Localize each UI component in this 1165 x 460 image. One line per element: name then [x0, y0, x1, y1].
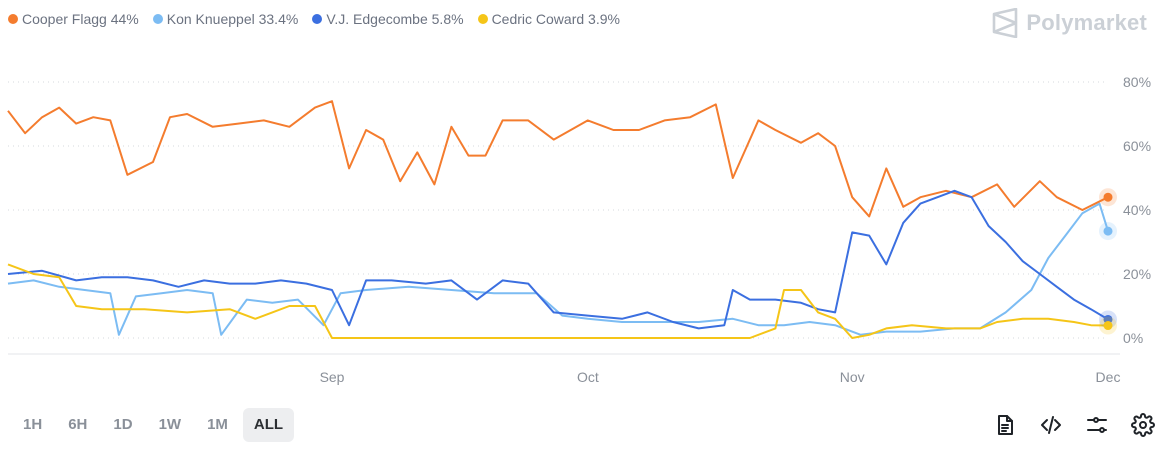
legend-dot-icon [152, 14, 163, 24]
range-button-1m[interactable]: 1M [207, 416, 228, 433]
brand: Polymarket [992, 8, 1147, 38]
series-line-v-j-edgecombe [7, 189, 1109, 330]
legend-item: Cedric Coward 3.9% [477, 11, 620, 27]
price-chart[interactable]: 0% 20% 40% 60% 80% Sep Oct Nov Dec [0, 60, 1165, 400]
x-tick-label: Dec [1096, 369, 1121, 385]
gear-icon[interactable] [1131, 413, 1155, 437]
series-end-marker [1103, 192, 1113, 202]
sliders-icon[interactable] [1085, 413, 1109, 437]
series-end-marker [1103, 321, 1113, 331]
range-button-all[interactable]: ALL [242, 408, 295, 442]
x-tick-label: Sep [320, 369, 345, 385]
range-button-1d[interactable]: 1D [113, 416, 133, 433]
series-line-cooper-flagg [7, 100, 1109, 218]
series-line-cedric-coward [7, 263, 1109, 339]
chart-toolbar [993, 413, 1155, 437]
code-embed-icon[interactable] [1039, 413, 1063, 437]
series-end-marker [1103, 226, 1113, 236]
y-tick-label: 20% [1123, 266, 1151, 282]
document-icon[interactable] [993, 413, 1017, 437]
legend-label: V.J. Edgecombe 5.8% [326, 11, 464, 27]
y-tick-label: 80% [1123, 74, 1151, 90]
x-tick-label: Nov [840, 369, 865, 385]
range-button-6h[interactable]: 6H [68, 416, 88, 433]
y-tick-label: 0% [1123, 330, 1143, 346]
series-line-kon-knueppel [7, 202, 1109, 336]
polymarket-logo-icon [993, 8, 1018, 38]
legend-label: Cedric Coward 3.9% [491, 11, 620, 27]
legend-item: Kon Knueppel 33.4% [152, 11, 299, 27]
time-range-selector: 1H 6H 1D 1W 1M ALL [12, 408, 295, 442]
legend-dot-icon [477, 14, 488, 24]
brand-name: Polymarket [1026, 10, 1147, 35]
legend-item: V.J. Edgecombe 5.8% [312, 11, 464, 27]
legend-item: Cooper Flagg 44% [8, 11, 139, 27]
y-tick-label: 40% [1123, 202, 1151, 218]
legend-dot-icon [312, 14, 323, 24]
x-tick-label: Oct [577, 369, 599, 385]
y-tick-label: 60% [1123, 138, 1151, 154]
legend-label: Kon Knueppel 33.4% [166, 11, 299, 27]
range-button-1h[interactable]: 1H [23, 416, 43, 433]
legend-dot-icon [8, 14, 18, 24]
range-button-1w[interactable]: 1W [158, 416, 182, 433]
chart-legend: Cooper Flagg 44% Kon Knueppel 33.4% V.J. E… [8, 11, 620, 27]
legend-label: Cooper Flagg 44% [22, 11, 139, 27]
